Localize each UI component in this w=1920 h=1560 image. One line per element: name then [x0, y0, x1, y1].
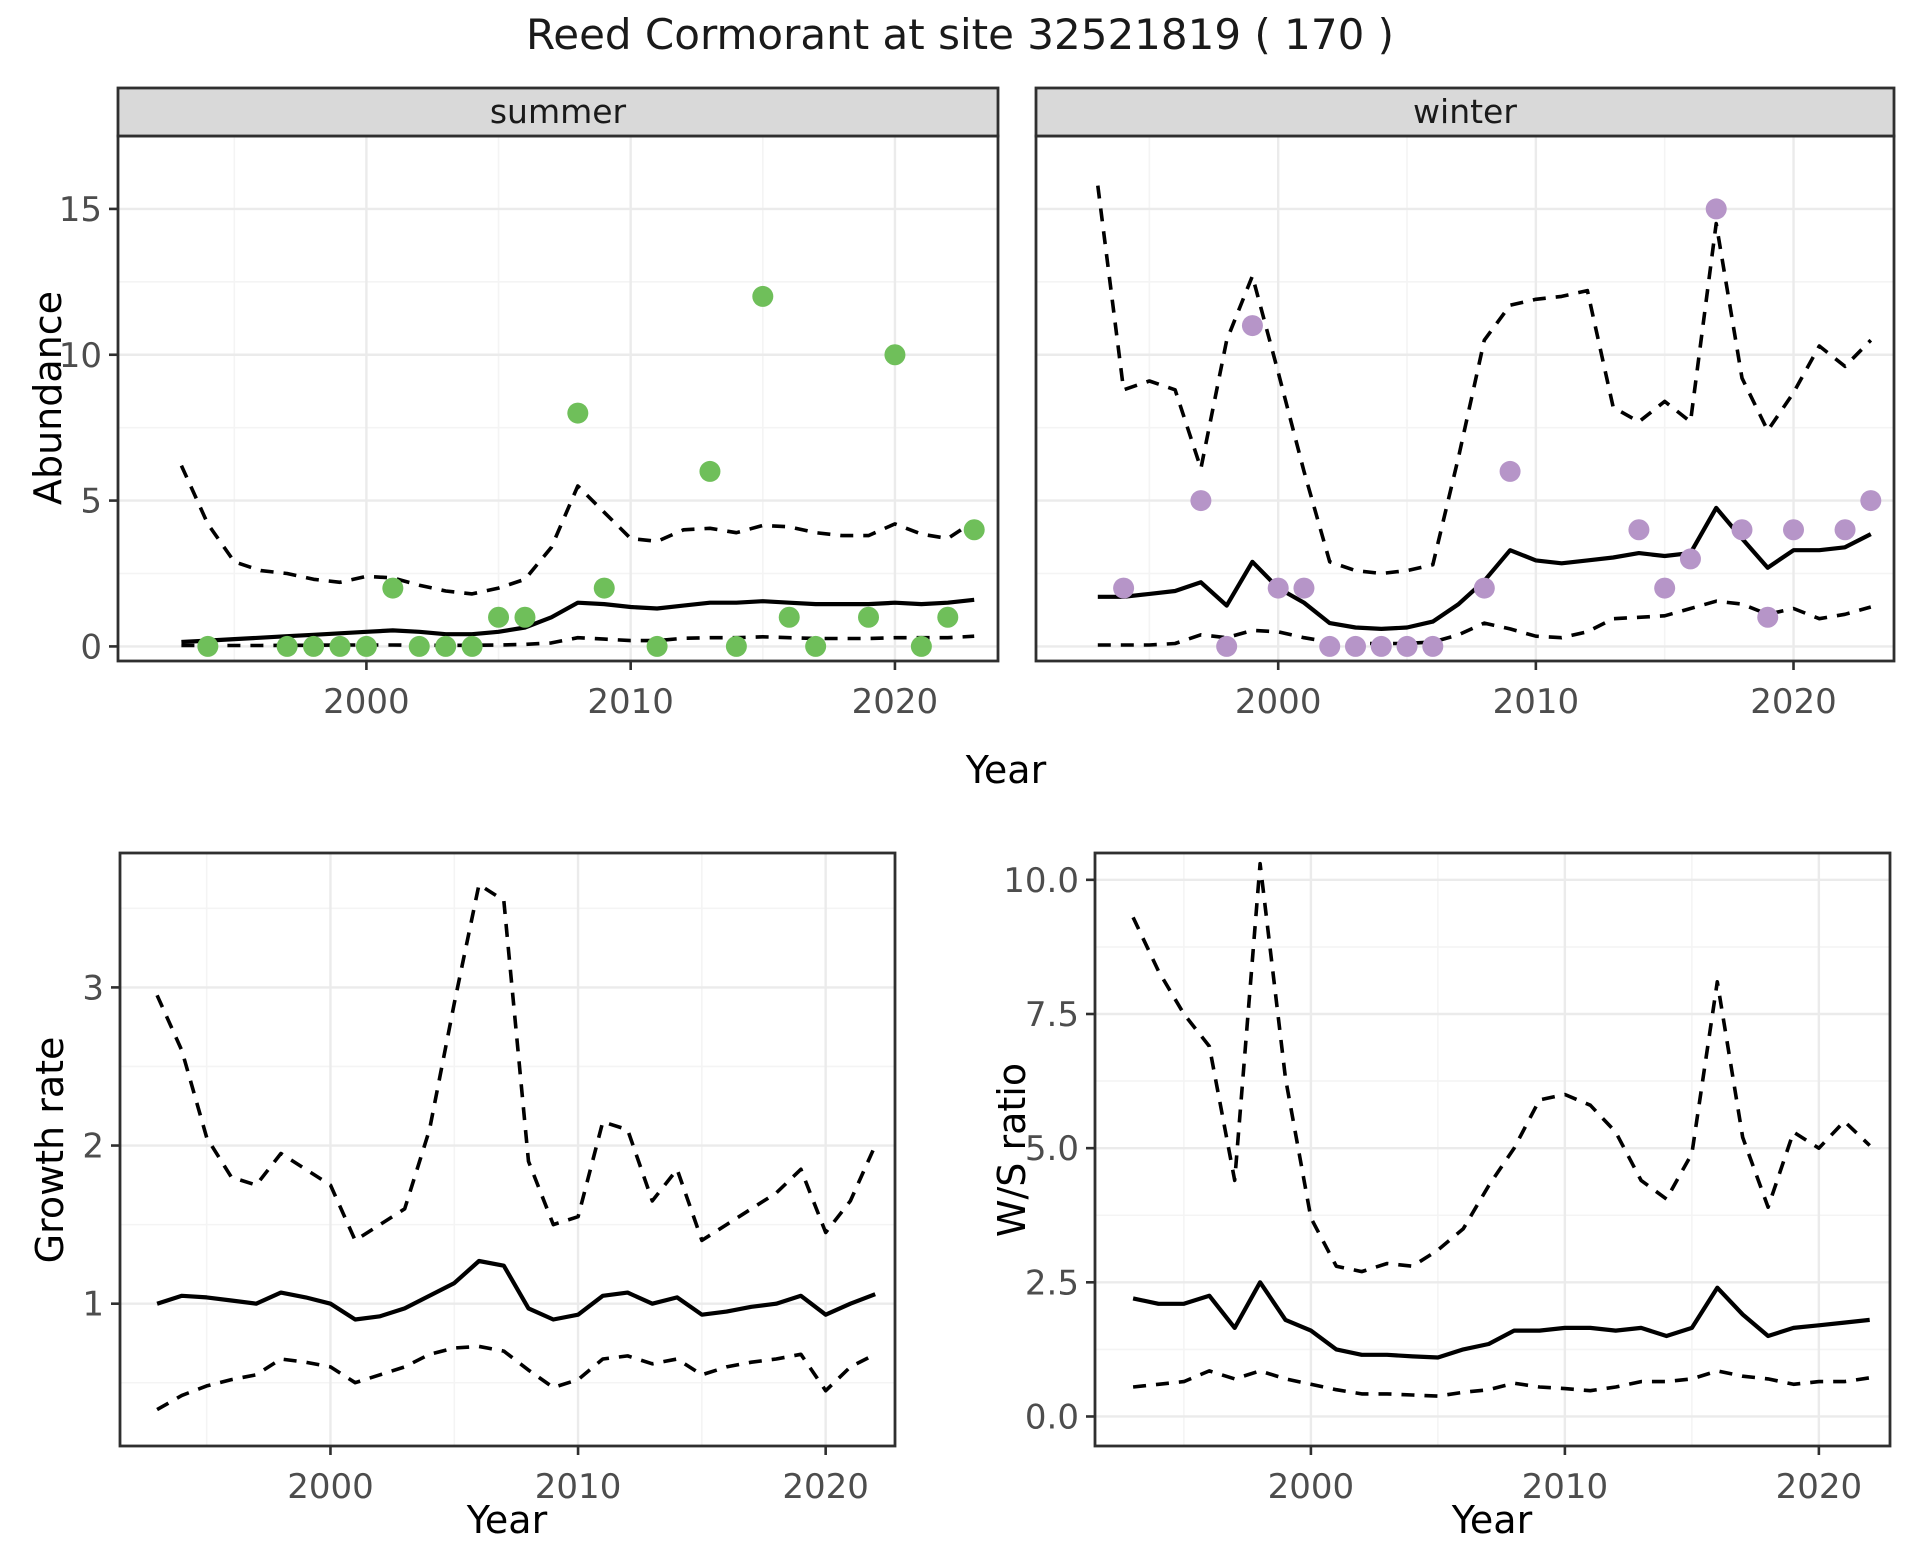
data-point-observed_counts_summer	[884, 344, 906, 366]
series-ci_upper	[1096, 185, 1873, 576]
series-fitted_mean	[156, 1258, 876, 1322]
data-point-observed_counts_summer	[567, 402, 589, 424]
data-point-observed_counts_summer	[646, 635, 668, 657]
data-point-observed_counts_summer	[303, 635, 325, 657]
data-point-observed_counts_summer	[752, 285, 774, 307]
y-tick-label: 15	[59, 190, 102, 230]
series-ci_lower	[1132, 1369, 1870, 1398]
data-point-observed_counts_winter	[1113, 577, 1135, 599]
data-point-observed_counts_summer	[805, 635, 827, 657]
y-tick-label: 3	[82, 968, 104, 1008]
y-tick-label: 10.0	[1003, 861, 1079, 901]
data-point-observed_counts_summer	[699, 460, 721, 482]
data-point-observed_counts_summer	[197, 635, 219, 657]
data-point-observed_counts_winter	[1293, 577, 1315, 599]
data-point-observed_counts_winter	[1190, 490, 1212, 512]
x-tick-label: 2010	[1493, 682, 1580, 722]
y-tick-label: 5	[80, 482, 102, 522]
x-axis-title-ws-ratio: Year	[1451, 1498, 1533, 1542]
data-point-observed_counts_winter	[1216, 635, 1238, 657]
x-axis-title-abundance: Year	[965, 748, 1047, 792]
data-point-observed_counts_winter	[1473, 577, 1495, 599]
x-tick-label: 2000	[1235, 682, 1322, 722]
data-point-observed_counts_summer	[276, 635, 298, 657]
x-tick-label: 2020	[1750, 682, 1837, 722]
data-point-observed_counts_summer	[963, 519, 985, 541]
y-axis-title-ws-ratio: W/S ratio	[990, 1062, 1034, 1238]
x-tick-label: 2010	[535, 1467, 622, 1507]
data-point-observed_counts_winter	[1705, 198, 1727, 220]
series-ci_lower	[181, 634, 975, 648]
data-point-observed_counts_winter	[1422, 635, 1444, 657]
y-tick-label: 0	[80, 627, 102, 667]
facet-strip-label: summer	[490, 92, 627, 131]
facet-strip-label: winter	[1413, 92, 1517, 131]
data-point-observed_counts_winter	[1679, 548, 1701, 570]
x-tick-label: 2020	[782, 1467, 869, 1507]
data-point-observed_counts_winter	[1757, 606, 1779, 628]
data-point-observed_counts_summer	[488, 606, 510, 628]
data-point-observed_counts_summer	[858, 606, 880, 628]
data-point-observed_counts_summer	[725, 635, 747, 657]
data-point-observed_counts_winter	[1396, 635, 1418, 657]
series-ci_upper	[1131, 861, 1871, 1274]
y-tick-label: 0.0	[1025, 1397, 1079, 1437]
data-point-observed_counts_summer	[778, 606, 800, 628]
data-point-observed_counts_winter	[1654, 577, 1676, 599]
y-tick-label: 2	[82, 1127, 104, 1167]
data-point-observed_counts_summer	[435, 635, 457, 657]
data-point-observed_counts_summer	[461, 635, 483, 657]
data-point-observed_counts_winter	[1860, 490, 1882, 512]
x-axis-title-growth-rate: Year	[466, 1498, 548, 1542]
y-tick-label: 10	[59, 336, 102, 376]
facet-strip-winter	[1034, 86, 1896, 138]
data-point-observed_counts_summer	[329, 635, 351, 657]
y-axis-title-abundance: Abundance	[26, 290, 70, 506]
x-tick-label: 2000	[323, 682, 410, 722]
x-tick-label: 2000	[1268, 1467, 1355, 1507]
y-tick-label: 7.5	[1025, 995, 1079, 1035]
data-point-observed_counts_winter	[1267, 577, 1289, 599]
data-point-observed_counts_summer	[408, 635, 430, 657]
series-ci_upper	[179, 464, 976, 596]
data-point-observed_counts_winter	[1783, 519, 1805, 541]
x-tick-label: 2000	[287, 1467, 374, 1507]
chart-title: Reed Cormorant at site 32521819 ( 170 )	[525, 10, 1395, 59]
panel-ws-ratio-bg	[1095, 853, 1890, 1446]
y-axis-title-growth-rate: Growth rate	[28, 1036, 72, 1264]
series-ci_lower	[1097, 599, 1872, 647]
x-tick-label: 2020	[1776, 1467, 1863, 1507]
series-fitted_mean	[181, 597, 975, 645]
data-point-observed_counts_summer	[937, 606, 959, 628]
y-tick-label: 2.5	[1025, 1263, 1079, 1303]
panel-ws-ratio-border	[1093, 851, 1892, 1448]
data-point-observed_counts_winter	[1628, 519, 1650, 541]
x-tick-label: 2020	[852, 682, 939, 722]
series-ci_lower	[156, 1344, 877, 1412]
data-point-observed_counts_summer	[355, 635, 377, 657]
data-point-observed_counts_summer	[514, 606, 536, 628]
x-tick-label: 2010	[1522, 1467, 1609, 1507]
data-point-observed_counts_winter	[1731, 519, 1753, 541]
data-point-observed_counts_winter	[1344, 635, 1366, 657]
data-point-observed_counts_winter	[1319, 635, 1341, 657]
data-point-observed_counts_summer	[593, 577, 615, 599]
panel-abundance-summer-bg	[118, 136, 998, 661]
y-tick-label: 1	[82, 1285, 104, 1325]
series-fitted_mean	[1132, 1280, 1870, 1360]
data-point-observed_counts_winter	[1499, 460, 1521, 482]
panel-abundance-winter-bg	[1036, 136, 1894, 661]
y-tick-label: 5.0	[1025, 1129, 1079, 1169]
data-point-observed_counts_summer	[910, 635, 932, 657]
data-point-observed_counts_winter	[1834, 519, 1856, 541]
data-point-observed_counts_winter	[1370, 635, 1392, 657]
x-tick-label: 2010	[587, 682, 674, 722]
data-point-observed_counts_summer	[382, 577, 404, 599]
facet-strip-summer	[116, 86, 1000, 138]
panel-growth-rate-border	[118, 851, 897, 1448]
data-point-observed_counts_winter	[1241, 315, 1263, 337]
series-ci_upper	[155, 882, 877, 1243]
